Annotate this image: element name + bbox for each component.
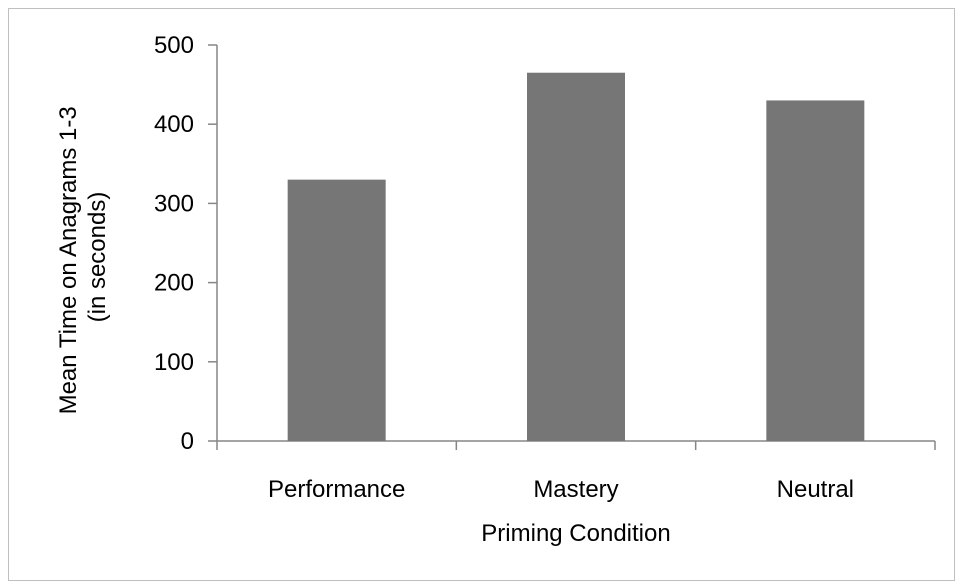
y-tick-labels: 0 100 200 300 400 500 <box>154 32 194 455</box>
bar-mastery <box>527 72 625 441</box>
bar-performance <box>287 179 386 441</box>
bar-neutral <box>766 100 865 441</box>
chart-bars <box>287 72 865 441</box>
x-category-label: Mastery <box>533 476 618 503</box>
y-tick-label: 0 <box>181 428 194 455</box>
y-axis-title-line-2: (in seconds) <box>84 192 111 323</box>
x-category-label: Performance <box>268 476 405 503</box>
y-tick-label: 300 <box>154 190 194 217</box>
x-category-label: Neutral <box>777 476 854 503</box>
x-category-labels: Performance Mastery Neutral <box>268 476 854 503</box>
y-axis-title: Mean Time on Anagrams 1-3 (in seconds) <box>55 100 111 415</box>
y-tick-label: 200 <box>154 270 194 297</box>
x-axis-title: Priming Condition <box>481 520 670 547</box>
y-axis-title-line-1: Mean Time on Anagrams 1-3 <box>55 106 82 414</box>
y-tick-label: 400 <box>154 111 194 138</box>
y-tick-label: 100 <box>154 349 194 376</box>
y-tick-label: 500 <box>154 32 194 59</box>
